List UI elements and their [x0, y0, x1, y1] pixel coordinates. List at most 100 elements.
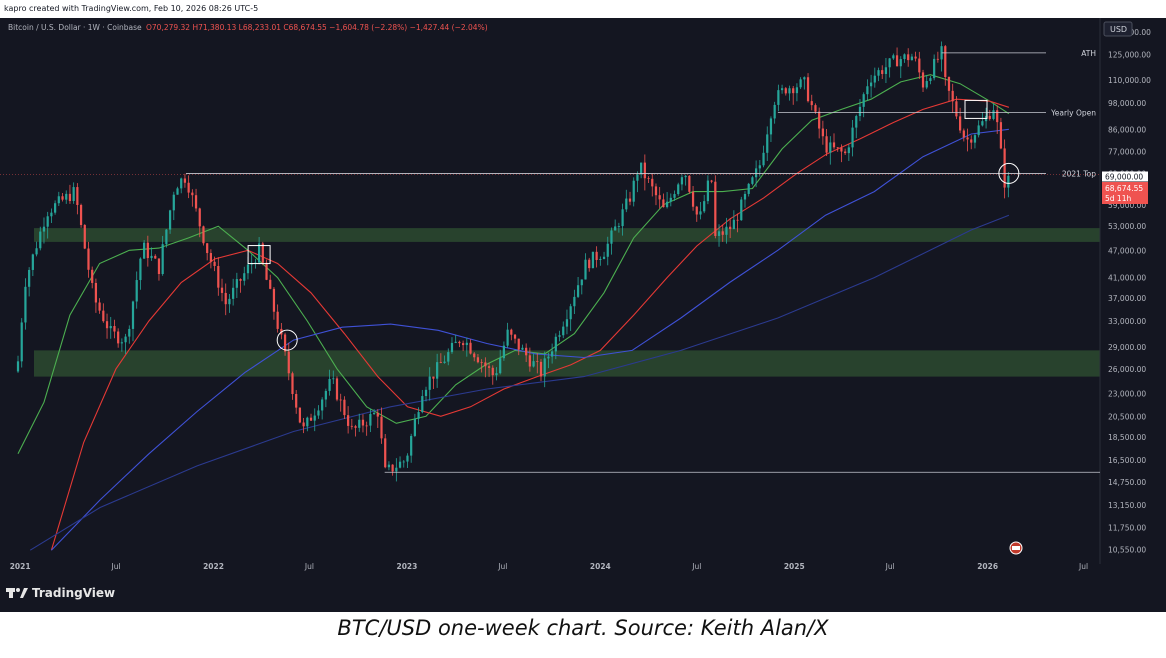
candle-body — [869, 82, 873, 87]
candle-body — [157, 258, 161, 275]
candle-body — [899, 59, 902, 67]
time-tick-label: 2026 — [977, 562, 998, 571]
candle — [165, 229, 168, 248]
candle — [183, 173, 187, 188]
tradingview-logo[interactable]: TradingView — [6, 586, 115, 600]
candle — [784, 87, 787, 96]
candle-body — [217, 265, 220, 288]
candle-body — [999, 122, 1003, 149]
candle-body — [706, 180, 710, 202]
candle-body — [966, 137, 969, 140]
candle-body — [773, 104, 776, 119]
candle-body — [476, 357, 480, 363]
candle — [295, 390, 298, 414]
horizontal-line-label-0: ATH — [1081, 49, 1096, 58]
candle — [61, 192, 64, 202]
candle — [421, 389, 424, 414]
candle — [406, 453, 409, 468]
candle — [814, 103, 817, 114]
candle-body — [102, 310, 105, 322]
candle-body — [458, 341, 461, 344]
price-tick-label: 59,000.00 — [1108, 201, 1146, 210]
candle-body — [947, 77, 951, 91]
candle — [361, 414, 365, 433]
candle — [232, 278, 235, 306]
candle-body — [895, 55, 899, 67]
candle-body — [376, 412, 379, 417]
candle — [380, 407, 383, 444]
candle — [595, 246, 598, 268]
candle — [669, 193, 672, 207]
candle-body — [743, 193, 747, 200]
countdown-label: 5d 11h — [1105, 194, 1131, 203]
candle — [105, 313, 109, 339]
support-zone-1 — [34, 350, 1100, 377]
candle — [621, 203, 624, 236]
candle — [525, 343, 528, 363]
candle-body — [673, 194, 676, 198]
candle-body — [821, 128, 824, 137]
candle-body — [113, 326, 116, 332]
candle — [996, 105, 999, 134]
candle — [335, 376, 339, 402]
candle — [50, 208, 53, 224]
candle-body — [213, 261, 216, 266]
candle — [495, 367, 498, 381]
candle-body — [558, 335, 561, 337]
candle-body — [936, 58, 939, 60]
candle-body — [970, 139, 973, 143]
price-tick-label: 125,000.00 — [1108, 50, 1151, 59]
candle-body — [91, 269, 94, 283]
candle-body — [747, 183, 750, 194]
event-flag-icon[interactable] — [1009, 541, 1023, 555]
candle — [131, 300, 135, 342]
candle-body — [918, 58, 921, 73]
candle — [992, 103, 995, 121]
candle-body — [910, 56, 914, 61]
candle-body — [766, 134, 769, 153]
candle — [766, 126, 769, 162]
candle — [699, 202, 702, 220]
candle-body — [228, 298, 231, 305]
candle-body — [640, 162, 643, 175]
candle — [517, 338, 520, 356]
candle-body — [714, 181, 717, 236]
candle — [970, 135, 973, 150]
candle — [328, 369, 331, 396]
candle-body — [621, 209, 624, 227]
candle — [543, 351, 546, 388]
candle — [491, 365, 494, 385]
candle-body — [832, 142, 836, 148]
candle-body — [135, 280, 138, 302]
candle — [606, 236, 609, 266]
candle — [628, 191, 632, 206]
candle-body — [855, 116, 858, 128]
candle-body — [391, 464, 394, 472]
candle — [395, 458, 398, 482]
candle-body — [977, 125, 980, 136]
candle-body — [473, 353, 476, 358]
candle — [243, 266, 246, 286]
candle — [810, 94, 813, 111]
tradingview-logo-icon — [6, 588, 28, 598]
candle-body — [788, 88, 791, 94]
candle-body — [232, 287, 235, 299]
candle-body — [565, 319, 569, 327]
candle — [636, 171, 639, 193]
currency-button[interactable]: USD — [1103, 21, 1133, 37]
candle — [977, 120, 980, 138]
candle — [72, 182, 75, 204]
candle-body — [903, 54, 906, 60]
price-tick-label: 29,000.00 — [1108, 343, 1146, 352]
candle-body — [758, 165, 761, 169]
candle — [458, 340, 461, 348]
candle — [28, 267, 31, 297]
candle — [599, 256, 602, 266]
candle — [265, 259, 268, 281]
time-tick-label: Jul — [691, 562, 701, 571]
candle — [539, 358, 543, 382]
candle-body — [176, 188, 179, 195]
candle — [309, 413, 313, 422]
